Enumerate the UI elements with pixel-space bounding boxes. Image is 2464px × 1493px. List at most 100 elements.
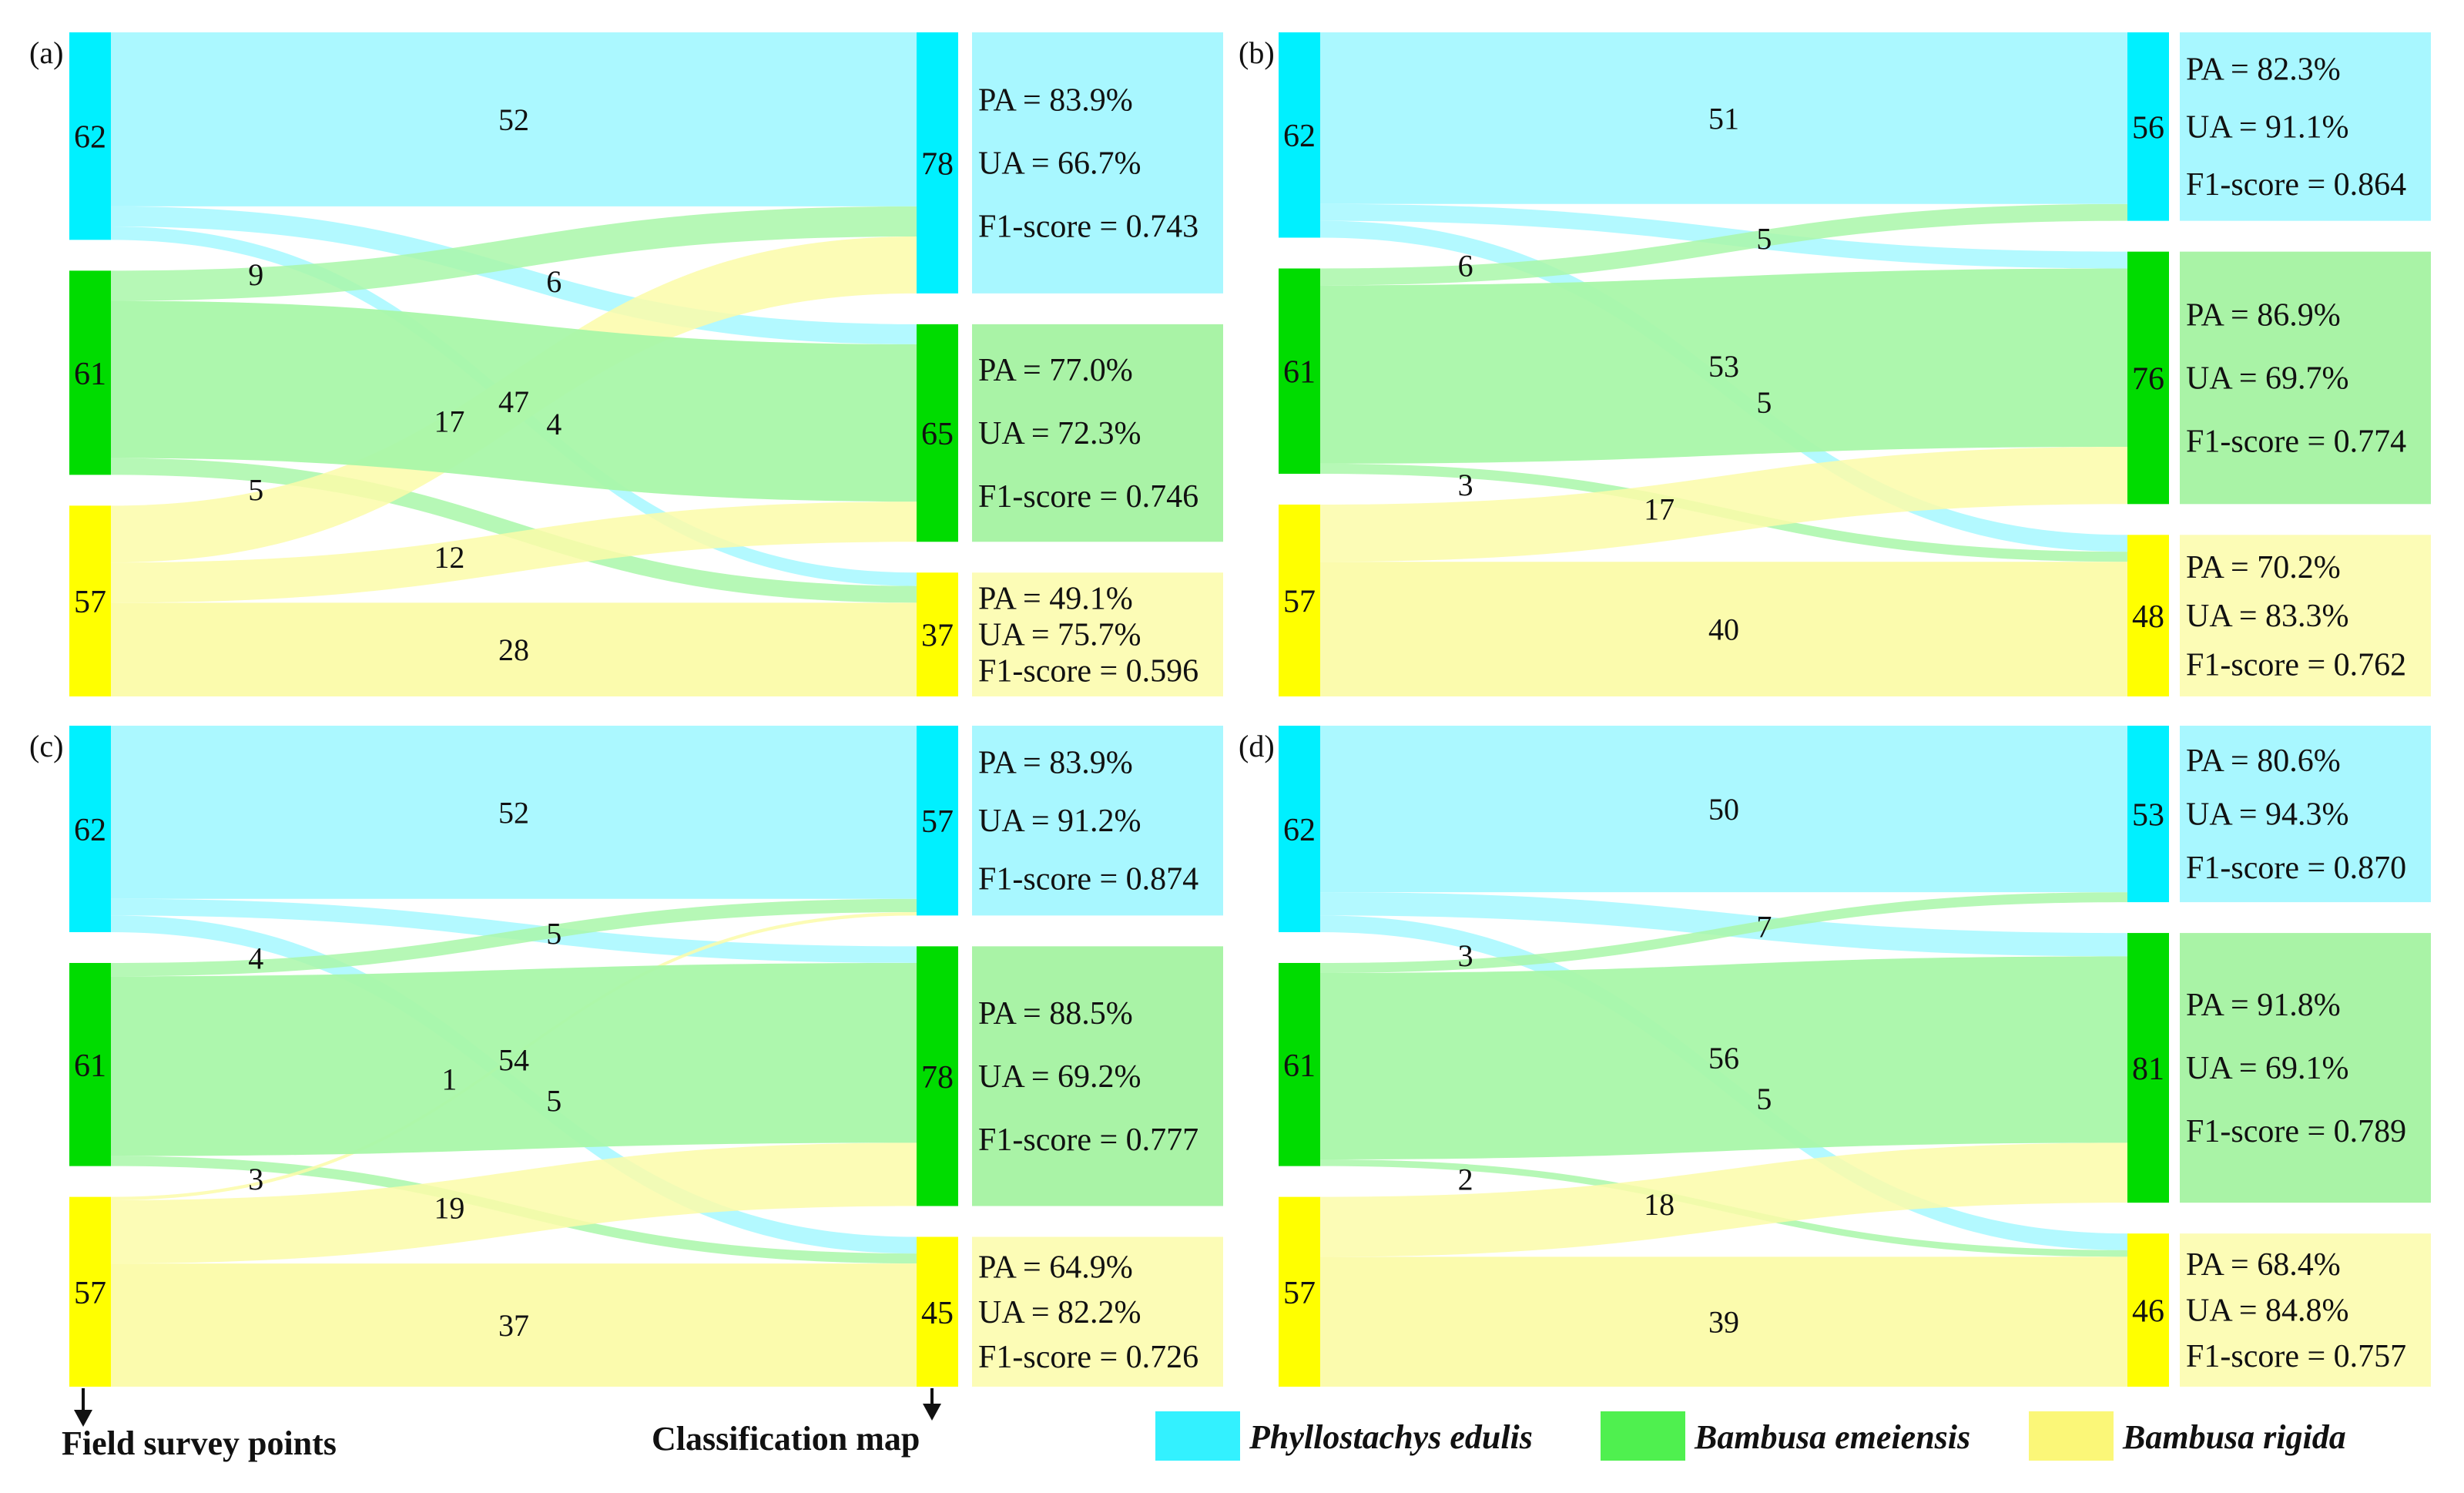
- metric-boxes: PA = 82.3% UA = 91.1% F1-score = 0.864 PA =…: [2180, 32, 2431, 696]
- flow-label-emeiensis-to-rigida: 3: [1458, 468, 1473, 502]
- flow-bands: [111, 32, 917, 696]
- flow-label-rigida-to-rigida: 39: [1708, 1305, 1739, 1340]
- map-node-rigida: [917, 1236, 958, 1387]
- metric-f1-emeiensis: F1-score = 0.746: [978, 479, 1198, 515]
- map-total-emeiensis: 81: [2132, 1052, 2164, 1087]
- field-total-emeiensis: 61: [74, 1048, 106, 1084]
- metric-pa-phyllostachys: PA = 83.9%: [978, 746, 1133, 781]
- flow-band-emeiensis-to-phyllostachys: [1320, 892, 2127, 973]
- map-total-rigida: 48: [2132, 599, 2164, 635]
- flow-band-phyllostachys-to-phyllostachys: [1320, 32, 2127, 204]
- flow-band-emeiensis-to-emeiensis: [111, 962, 917, 1156]
- map-total-phyllostachys: 57: [921, 804, 954, 840]
- field-total-emeiensis: 61: [1283, 1048, 1316, 1084]
- flow-band-rigida-to-emeiensis: [111, 1142, 917, 1264]
- metric-pa-emeiensis: PA = 86.9%: [2186, 297, 2341, 333]
- flow-band-emeiensis-to-rigida: [111, 458, 917, 603]
- flow-band-emeiensis-to-phyllostachys: [111, 898, 917, 977]
- metric-ua-emeiensis: UA = 69.2%: [978, 1059, 1141, 1095]
- metric-box-rigida: [972, 1236, 1223, 1387]
- field-total-rigida: 57: [1283, 584, 1316, 619]
- flow-band-emeiensis-to-phyllostachys: [111, 206, 917, 301]
- flow-label-phyllostachys-to-phyllostachys: 50: [1708, 792, 1739, 827]
- nodes: 62 61 57 57 78 4 5: [69, 726, 958, 1387]
- field-total-emeiensis: 61: [1283, 355, 1316, 391]
- field-total-emeiensis: 61: [74, 357, 106, 392]
- metric-pa-emeiensis: PA = 91.8%: [2186, 988, 2341, 1023]
- axis-captions: Field survey points Classification map: [62, 1388, 941, 1462]
- metric-ua-rigida: UA = 82.2%: [978, 1295, 1141, 1330]
- flow-label-phyllostachys-to-rigida: 4: [546, 407, 562, 441]
- flow-label-phyllostachys-to-rigida: 5: [1756, 1082, 1772, 1116]
- metric-f1-phyllostachys: F1-score = 0.864: [2186, 167, 2406, 203]
- metric-ua-emeiensis: UA = 69.7%: [2186, 361, 2349, 396]
- flow-band-rigida-to-emeiensis: [111, 502, 917, 603]
- flow-band-phyllostachys-to-phyllostachys: [111, 726, 917, 899]
- panel-label: (c): [29, 729, 63, 763]
- map-total-rigida: 37: [921, 619, 954, 654]
- flow-label-phyllostachys-to-phyllostachys: 52: [498, 102, 529, 137]
- metric-box-phyllostachys: [2180, 32, 2431, 221]
- flow-label-phyllostachys-to-emeiensis: 5: [546, 916, 562, 951]
- metric-pa-emeiensis: PA = 77.0%: [978, 353, 1133, 388]
- field-total-rigida: 57: [74, 1276, 106, 1311]
- metric-pa-phyllostachys: PA = 80.6%: [2186, 743, 2341, 779]
- flow-label-phyllostachys-to-rigida: 5: [546, 1084, 562, 1119]
- flow-label-emeiensis-to-phyllostachys: 4: [248, 941, 263, 976]
- metric-boxes: PA = 83.9% UA = 66.7% F1-score = 0.743 PA =…: [972, 32, 1223, 696]
- flow-label-emeiensis-to-emeiensis: 53: [1708, 349, 1739, 384]
- metric-ua-rigida: UA = 84.8%: [2186, 1293, 2349, 1329]
- flow-label-emeiensis-to-rigida: 3: [248, 1162, 263, 1196]
- metric-boxes: PA = 80.6% UA = 94.3% F1-score = 0.870 PA =…: [2180, 726, 2431, 1387]
- metric-f1-rigida: F1-score = 0.762: [2186, 647, 2406, 683]
- flow-band-emeiensis-to-emeiensis: [1320, 956, 2127, 1159]
- flow-band-rigida-to-rigida: [111, 1263, 917, 1387]
- metric-f1-phyllostachys: F1-score = 0.870: [2186, 851, 2406, 886]
- metric-pa-rigida: PA = 49.1%: [978, 582, 1133, 617]
- metric-f1-rigida: F1-score = 0.596: [978, 654, 1198, 689]
- field-total-phyllostachys: 62: [74, 813, 106, 848]
- flow-band-phyllostachys-to-emeiensis: [1320, 892, 2127, 957]
- metric-ua-emeiensis: UA = 72.3%: [978, 416, 1141, 451]
- flow-label-rigida-to-rigida: 28: [498, 632, 529, 667]
- flow-label-phyllostachys-to-emeiensis: 5: [1756, 222, 1772, 257]
- metric-pa-rigida: PA = 64.9%: [978, 1250, 1133, 1286]
- left-axis-arrowhead: [74, 1410, 92, 1427]
- flow-labels: 50 7 5 3 56 2 18 39: [1458, 792, 1772, 1340]
- metric-boxes: PA = 83.9% UA = 91.2% F1-score = 0.874 PA =…: [972, 726, 1223, 1387]
- metric-box-emeiensis: [972, 946, 1223, 1206]
- flow-label-emeiensis-to-rigida: 2: [1458, 1163, 1473, 1197]
- map-total-emeiensis: 78: [921, 1060, 954, 1095]
- metric-f1-rigida: F1-score = 0.726: [978, 1340, 1198, 1375]
- map-total-phyllostachys: 78: [921, 146, 954, 182]
- field-total-phyllostachys: 62: [1283, 119, 1316, 154]
- metric-ua-phyllostachys: UA = 94.3%: [2186, 797, 2349, 833]
- legend-label-rigida: Bambusa rigida: [2122, 1418, 2346, 1456]
- metric-box-emeiensis: [972, 324, 1223, 542]
- right-axis-label: Classification map: [652, 1420, 920, 1458]
- panel-a: 52 6 4 9 47 5 17 12 28 PA = 83.9% UA = 66.7% F1-sco…: [29, 32, 1223, 696]
- flow-label-rigida-to-rigida: 37: [498, 1308, 529, 1343]
- metric-box-rigida: [2180, 535, 2431, 696]
- field-node-emeiensis: [1279, 962, 1320, 1166]
- flow-label-phyllostachys-to-phyllostachys: 52: [498, 795, 529, 830]
- flow-label-rigida-to-rigida: 40: [1708, 612, 1739, 647]
- panel-label: (d): [1239, 729, 1275, 763]
- metric-box-emeiensis: [2180, 251, 2431, 505]
- metric-f1-phyllostachys: F1-score = 0.743: [978, 209, 1198, 244]
- flow-label-rigida-to-emeiensis: 19: [434, 1191, 464, 1226]
- metric-ua-phyllostachys: UA = 66.7%: [978, 146, 1141, 181]
- map-node-phyllostachys: [2127, 32, 2169, 221]
- map-total-emeiensis: 65: [921, 417, 954, 452]
- map-node-emeiensis: [917, 324, 958, 542]
- flow-label-phyllostachys-to-rigida: 5: [1756, 385, 1772, 420]
- map-node-rigida: [2127, 535, 2169, 696]
- field-node-rigida: [1279, 504, 1320, 696]
- map-node-rigida: [917, 572, 958, 696]
- flow-band-rigida-to-rigida: [1320, 562, 2127, 696]
- flow-band-phyllostachys-to-phyllostachys: [111, 32, 917, 206]
